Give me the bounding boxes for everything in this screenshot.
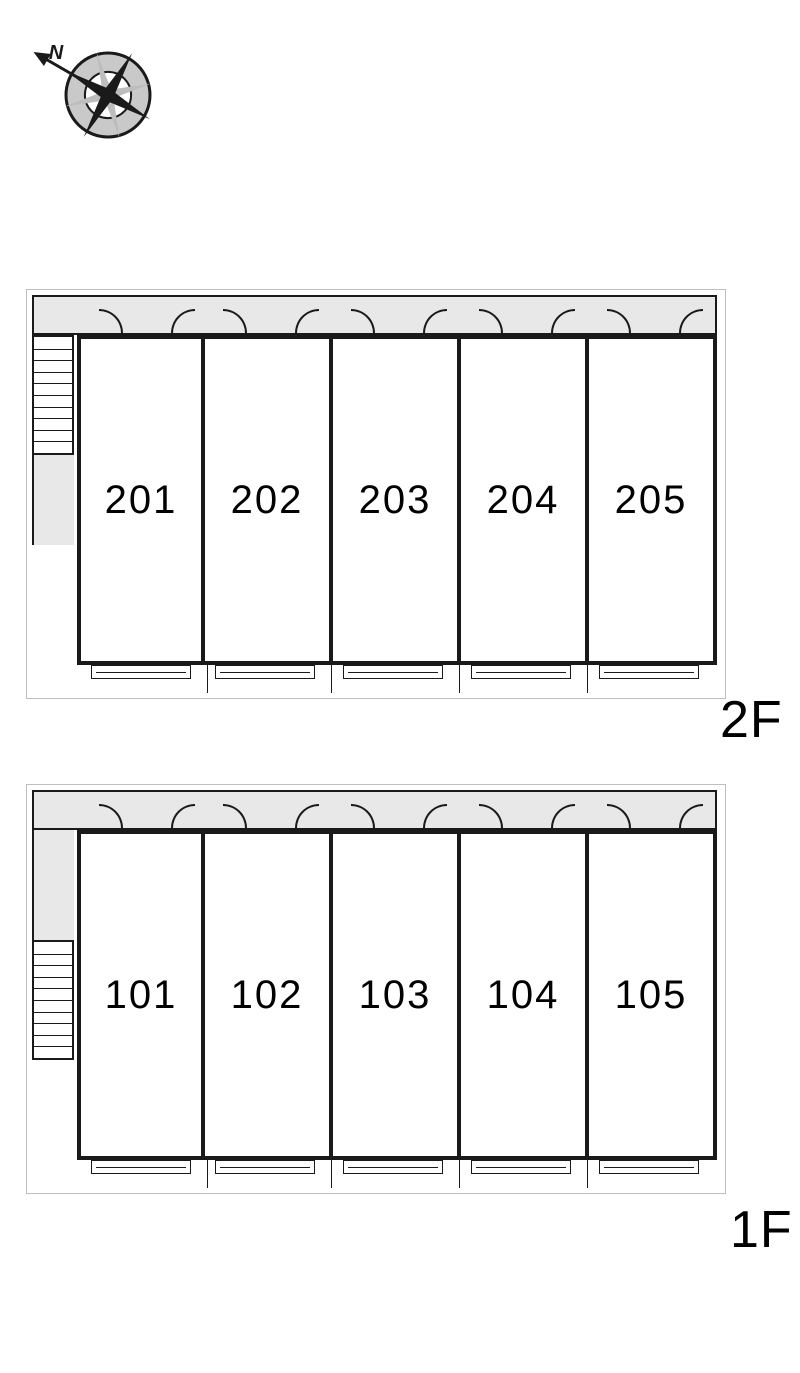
unit-102: 102 — [205, 830, 333, 1160]
compass-icon: N — [15, 20, 165, 170]
unit-label: 202 — [231, 478, 304, 523]
floor-1f: 101 102 103 104 105 — [32, 790, 717, 1160]
balcony — [471, 665, 571, 679]
unit-204: 204 — [461, 335, 589, 665]
balcony — [471, 1160, 571, 1174]
floor-1f-label: 1F — [730, 1200, 793, 1260]
unit-205: 205 — [589, 335, 717, 665]
unit-label: 103 — [359, 973, 432, 1018]
floorplan-canvas: N 201 202 203 204 205 2F 101 102 103 104 105 1F — [0, 0, 800, 1373]
unit-103: 103 — [333, 830, 461, 1160]
units-row: 101 102 103 104 105 — [77, 830, 717, 1160]
stairs — [32, 335, 74, 455]
partition-tick — [207, 1158, 208, 1188]
balcony — [91, 1160, 191, 1174]
unit-label: 201 — [105, 478, 178, 523]
balcony — [215, 1160, 315, 1174]
partition-tick — [331, 1158, 332, 1188]
unit-201: 201 — [77, 335, 205, 665]
balcony — [599, 665, 699, 679]
balcony — [215, 665, 315, 679]
unit-101: 101 — [77, 830, 205, 1160]
floor-2f-label: 2F — [720, 690, 783, 750]
svg-text:N: N — [49, 42, 64, 64]
unit-label: 204 — [487, 478, 560, 523]
unit-202: 202 — [205, 335, 333, 665]
stairs — [32, 940, 74, 1060]
unit-203: 203 — [333, 335, 461, 665]
unit-label: 205 — [615, 478, 688, 523]
unit-label: 101 — [105, 973, 178, 1018]
floor-2f: 201 202 203 204 205 — [32, 295, 717, 665]
unit-label: 102 — [231, 973, 304, 1018]
balcony — [91, 665, 191, 679]
unit-label: 203 — [359, 478, 432, 523]
unit-105: 105 — [589, 830, 717, 1160]
partition-tick — [587, 1158, 588, 1188]
partition-tick — [587, 663, 588, 693]
units-row: 201 202 203 204 205 — [77, 335, 717, 665]
unit-label: 105 — [615, 973, 688, 1018]
unit-104: 104 — [461, 830, 589, 1160]
partition-tick — [459, 663, 460, 693]
balcony — [343, 665, 443, 679]
unit-label: 104 — [487, 973, 560, 1018]
partition-tick — [331, 663, 332, 693]
balcony — [599, 1160, 699, 1174]
partition-tick — [207, 663, 208, 693]
partition-tick — [459, 1158, 460, 1188]
balcony — [343, 1160, 443, 1174]
